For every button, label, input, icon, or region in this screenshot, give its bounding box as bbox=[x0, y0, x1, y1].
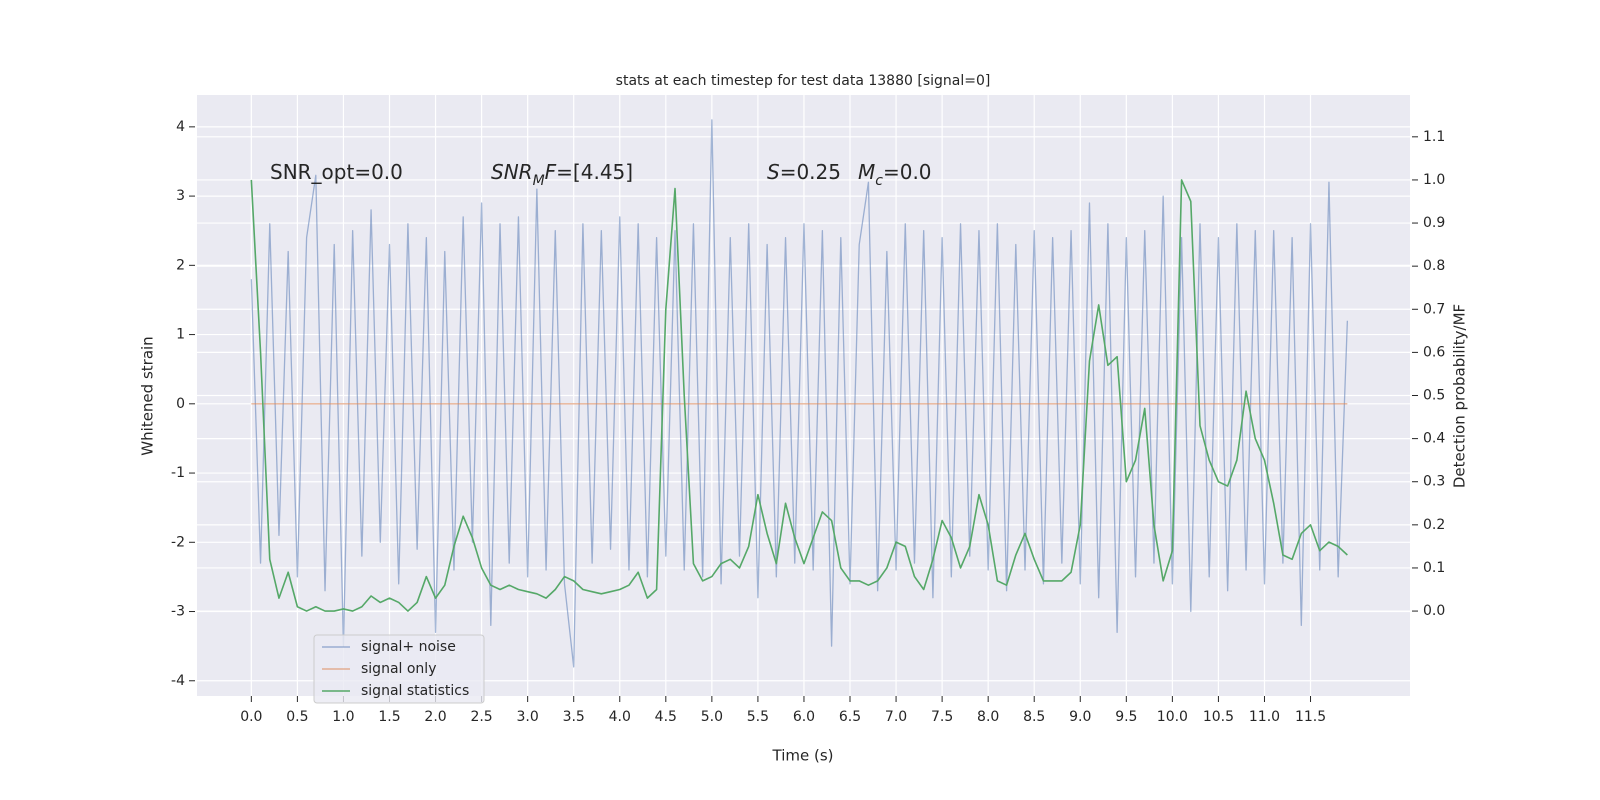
x-tick-label: 6.0 bbox=[793, 709, 815, 725]
x-tick-label: 8.0 bbox=[977, 709, 999, 725]
y-axis-label: Whitened strain bbox=[139, 336, 157, 455]
y2-tick-label: 0.6 bbox=[1423, 344, 1445, 360]
grid bbox=[189, 95, 1418, 702]
x-tick-label: 8.5 bbox=[1023, 709, 1045, 725]
legend-label: signal only bbox=[361, 661, 436, 677]
x-tick-label: 5.5 bbox=[747, 709, 769, 725]
series-line bbox=[250, 179, 1348, 612]
y-tick-label: 4 bbox=[176, 119, 185, 135]
x-tick-label: 0.5 bbox=[286, 709, 308, 725]
y2-tick-label: 0.4 bbox=[1423, 431, 1445, 447]
x-tick-label: 2.5 bbox=[470, 709, 492, 725]
y-tick-label: 1 bbox=[176, 327, 185, 343]
x-axis-label: Time (s) bbox=[772, 747, 834, 765]
annotation-part: SNR_opt=0.0 bbox=[270, 160, 403, 184]
chart-title: stats at each timestep for test data 138… bbox=[616, 73, 991, 89]
x-tick-label: 4.5 bbox=[655, 709, 677, 725]
x-tick-label: 1.0 bbox=[332, 709, 354, 725]
y2-tick-label: 0.1 bbox=[1423, 560, 1445, 576]
annotation-part: F bbox=[545, 160, 557, 184]
legend-label: signal statistics bbox=[361, 683, 469, 699]
annotation: SNRMF=[4.45] bbox=[491, 160, 633, 190]
x-tick-label: 1.5 bbox=[378, 709, 400, 725]
x-tick-label: 6.5 bbox=[839, 709, 861, 725]
y-tick-label: -4 bbox=[171, 673, 185, 689]
x-tick-label: 11.0 bbox=[1249, 709, 1280, 725]
annotation-part: S bbox=[767, 160, 780, 184]
y2-tick-label: 1.0 bbox=[1423, 172, 1445, 188]
x-tick-label: 11.5 bbox=[1295, 709, 1326, 725]
annotation-part: M bbox=[533, 173, 545, 189]
annotation: Mc=0.0 bbox=[858, 160, 932, 190]
y2-tick-label: 0.7 bbox=[1423, 301, 1445, 317]
annotation-part: SNR bbox=[491, 160, 533, 184]
x-tick-label: 9.0 bbox=[1069, 709, 1091, 725]
labels: 0.0 0.5 1.0 1.5 2.0 2.5 3.0 3.5 4.0 4.5 5.0 5.5 6.0 6… bbox=[171, 119, 1445, 725]
y2-axis-label: Detection probability/MF bbox=[1451, 304, 1469, 488]
x-tick-label: 3.5 bbox=[563, 709, 585, 725]
legend: signal+ noise signal only signal statistic… bbox=[313, 634, 485, 704]
x-tick-label: 7.0 bbox=[885, 709, 907, 725]
y-tick-label: -1 bbox=[171, 465, 185, 481]
x-tick-label: 7.5 bbox=[931, 709, 953, 725]
annotation-part: M bbox=[858, 160, 875, 184]
annotation-part: =0.0 bbox=[883, 160, 932, 184]
x-tick-label: 4.0 bbox=[609, 709, 631, 725]
series-line bbox=[250, 119, 1349, 668]
x-tick-label: 3.0 bbox=[517, 709, 539, 725]
annotation: SNR_opt=0.0 bbox=[270, 160, 403, 184]
annotation-part: c bbox=[875, 173, 883, 189]
x-tick-label: 5.0 bbox=[701, 709, 723, 725]
x-tick-label: 2.0 bbox=[424, 709, 446, 725]
y-tick-label: -3 bbox=[171, 604, 185, 620]
y2-tick-label: 0.5 bbox=[1423, 388, 1445, 404]
y2-tick-label: 1.1 bbox=[1423, 129, 1445, 145]
legend-label: signal+ noise bbox=[361, 639, 456, 655]
x-tick-label: 0.0 bbox=[240, 709, 262, 725]
y2-tick-label: 0.8 bbox=[1423, 258, 1445, 274]
y-tick-label: -2 bbox=[171, 534, 185, 550]
y2-tick-label: 0.2 bbox=[1423, 517, 1445, 533]
x-tick-label: 10.5 bbox=[1203, 709, 1234, 725]
legend-box bbox=[313, 634, 485, 704]
y-tick-label: 3 bbox=[176, 188, 185, 204]
annotation: S=0.25 bbox=[767, 160, 841, 184]
y-tick-label: 0 bbox=[176, 396, 185, 412]
y2-tick-label: 0.3 bbox=[1423, 474, 1445, 490]
x-tick-label: 9.5 bbox=[1115, 709, 1137, 725]
marks bbox=[250, 119, 1349, 668]
annotation-part: =[4.45] bbox=[556, 160, 633, 184]
y-tick-label: 2 bbox=[176, 257, 185, 273]
x-tick-label: 10.0 bbox=[1157, 709, 1188, 725]
y2-tick-label: 0.0 bbox=[1423, 603, 1445, 619]
y2-tick-label: 0.9 bbox=[1423, 215, 1445, 231]
annotation-part: =0.25 bbox=[780, 160, 841, 184]
